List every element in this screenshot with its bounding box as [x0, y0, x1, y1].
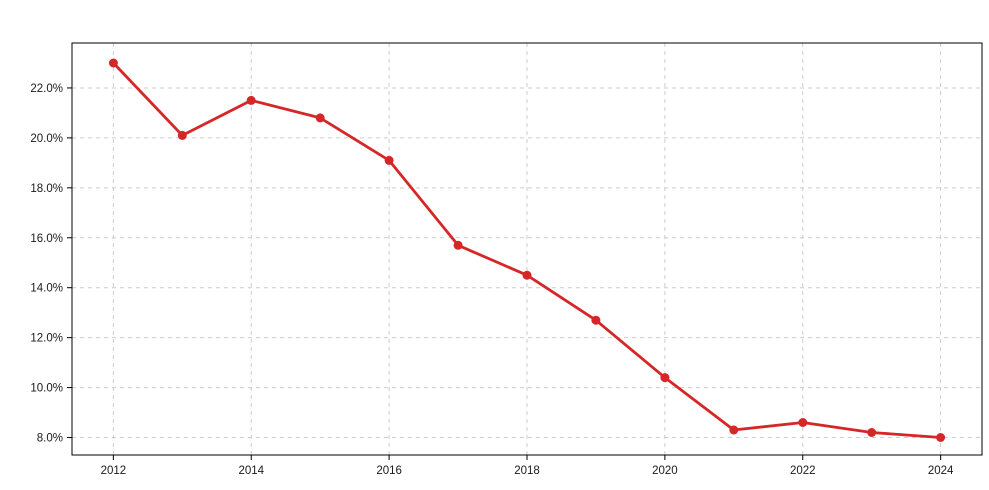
data-point [522, 270, 532, 280]
plot-frame [71, 42, 983, 456]
x-tick-label: 2016 [376, 465, 402, 477]
x-tick-label: 2012 [101, 465, 127, 477]
y-tick-label: 18.0% [30, 183, 63, 195]
x-tick-label: 2022 [790, 465, 816, 477]
data-point [384, 155, 394, 165]
y-tick-label: 14.0% [30, 283, 63, 295]
data-point [867, 428, 877, 437]
data-point [246, 95, 256, 105]
x-tick-label: 2014 [238, 465, 264, 477]
data-point [453, 240, 463, 250]
data-point [108, 58, 118, 68]
data-point [936, 433, 946, 442]
data-point [591, 315, 601, 325]
plot-area [72, 43, 982, 455]
data-point [660, 373, 670, 383]
data-point [729, 425, 739, 435]
data-point [315, 113, 325, 123]
x-tick-label: 2024 [928, 465, 954, 477]
y-tick-label: 12.0% [30, 333, 63, 345]
y-tick-label: 8.0% [37, 433, 63, 445]
y-tick-label: 22.0% [30, 83, 63, 95]
data-point [798, 418, 808, 427]
y-tick-label: 10.0% [30, 383, 63, 395]
y-tick-label: 20.0% [30, 133, 63, 145]
data-point [177, 130, 187, 140]
x-tick-label: 2020 [652, 465, 678, 477]
y-tick-label: 16.0% [30, 233, 63, 245]
x-tick-label: 2018 [514, 465, 540, 477]
